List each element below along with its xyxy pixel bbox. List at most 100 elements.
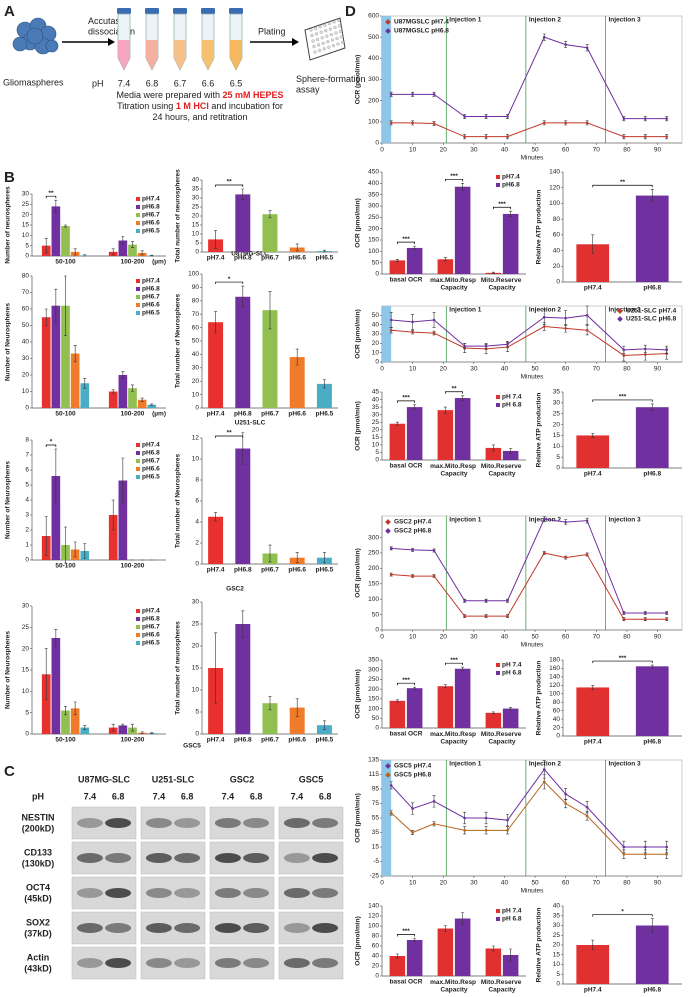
error-bar (413, 938, 417, 942)
point (463, 614, 466, 618)
blot-band (145, 923, 172, 933)
x-tick-label: 80 (623, 147, 631, 154)
error-bar (54, 629, 58, 647)
error-bar (509, 448, 513, 454)
well (328, 27, 332, 31)
error-bar (140, 397, 144, 402)
point (643, 135, 647, 138)
y-tick-label: 10 (372, 349, 380, 356)
injection-label: Injection 1 (449, 17, 482, 24)
tube-medium (146, 40, 158, 70)
x-tick-label: 60 (562, 634, 570, 641)
blot-band (174, 923, 201, 933)
legend-label: U251-SLC pH6.8 (626, 316, 677, 323)
significance-bracket (215, 281, 244, 285)
point (585, 553, 589, 556)
y-tick-label: 55 (372, 815, 380, 822)
point (542, 768, 546, 771)
bar (70, 708, 80, 734)
point (432, 800, 436, 803)
y-tick-label: 180 (549, 657, 560, 664)
series-line (391, 518, 667, 614)
blot-band (105, 888, 132, 898)
x-tick-label: pH6.8 (234, 255, 252, 262)
error-bar (73, 701, 77, 716)
protein-name: NESTIN (21, 812, 54, 822)
note-text: 24 hours, and retitration (152, 112, 247, 122)
y-tick-label: 4 (195, 519, 199, 526)
bar (61, 226, 70, 256)
y-axis-label: Number of neurospheres (5, 186, 12, 264)
x-tick-label: pH6.7 (261, 411, 279, 418)
protein-size: (200kD) (22, 823, 55, 833)
x-tick-label: 40 (501, 366, 509, 373)
protein-size: (45kD) (24, 893, 52, 903)
legend-label: U251-SLC pH7.4 (626, 308, 677, 315)
blot-band (312, 818, 339, 828)
error-bar (111, 723, 115, 732)
blot-band (145, 818, 172, 828)
protein-name: CD133 (24, 847, 52, 857)
point (542, 551, 546, 555)
bar (454, 186, 471, 274)
point (665, 845, 668, 849)
bar (118, 725, 128, 734)
error-bar (131, 384, 134, 392)
point (622, 117, 626, 120)
y-tick-label: 20 (372, 963, 380, 970)
series-line (391, 122, 667, 138)
bar (389, 700, 406, 728)
point (564, 792, 567, 796)
ph-value: 6.6 (202, 78, 215, 88)
error-bar (54, 199, 58, 213)
y-tick-label: 35 (553, 912, 561, 919)
bar (406, 940, 423, 976)
y-tick-label: 10 (192, 456, 200, 463)
tube-medium (230, 40, 242, 70)
well (312, 44, 316, 49)
y-tick-label: 12 (192, 435, 200, 442)
point (463, 135, 466, 138)
blot-band (243, 888, 270, 898)
x-tick-label: 50-100 (55, 411, 76, 418)
bar (262, 214, 278, 252)
bar (51, 305, 61, 408)
ph-value: 6.8 (146, 78, 159, 88)
legend-label: GSC2 pH6.8 (394, 528, 432, 535)
bar (635, 666, 669, 736)
x-tick-label: 20 (440, 880, 448, 887)
y-tick-label: 80 (192, 298, 200, 305)
bar (576, 687, 610, 736)
point (665, 852, 668, 856)
point (506, 614, 509, 618)
x-tick-label: pH6.6 (288, 255, 306, 262)
well (318, 48, 322, 52)
x-tick-label: 30 (470, 634, 478, 641)
y-tick-label: 0 (556, 981, 560, 988)
bar (235, 296, 251, 408)
y-tick-label: 3 (25, 512, 29, 519)
point (432, 318, 436, 322)
y-tick-label: 15 (22, 222, 30, 229)
well (322, 47, 326, 51)
bar (80, 383, 90, 408)
point (411, 548, 414, 552)
well (324, 29, 328, 33)
significance-bracket (45, 444, 57, 447)
blot (140, 946, 206, 980)
significance-label: *** (450, 657, 458, 664)
blot-band (174, 958, 201, 968)
legend-label: pH6.5 (142, 228, 160, 235)
well (339, 29, 343, 33)
bar (406, 688, 423, 728)
y-tick-label: 5 (25, 482, 29, 489)
legend-swatch (136, 229, 140, 233)
y-tick-label: 140 (549, 169, 560, 176)
point (463, 816, 466, 820)
legend-label: pH 6.8 (502, 402, 522, 409)
x-tick-label: 100-200 (121, 259, 145, 266)
well (317, 43, 321, 47)
legend-label: pH 6.8 (502, 670, 522, 677)
injection-label: Injection 1 (449, 517, 482, 524)
